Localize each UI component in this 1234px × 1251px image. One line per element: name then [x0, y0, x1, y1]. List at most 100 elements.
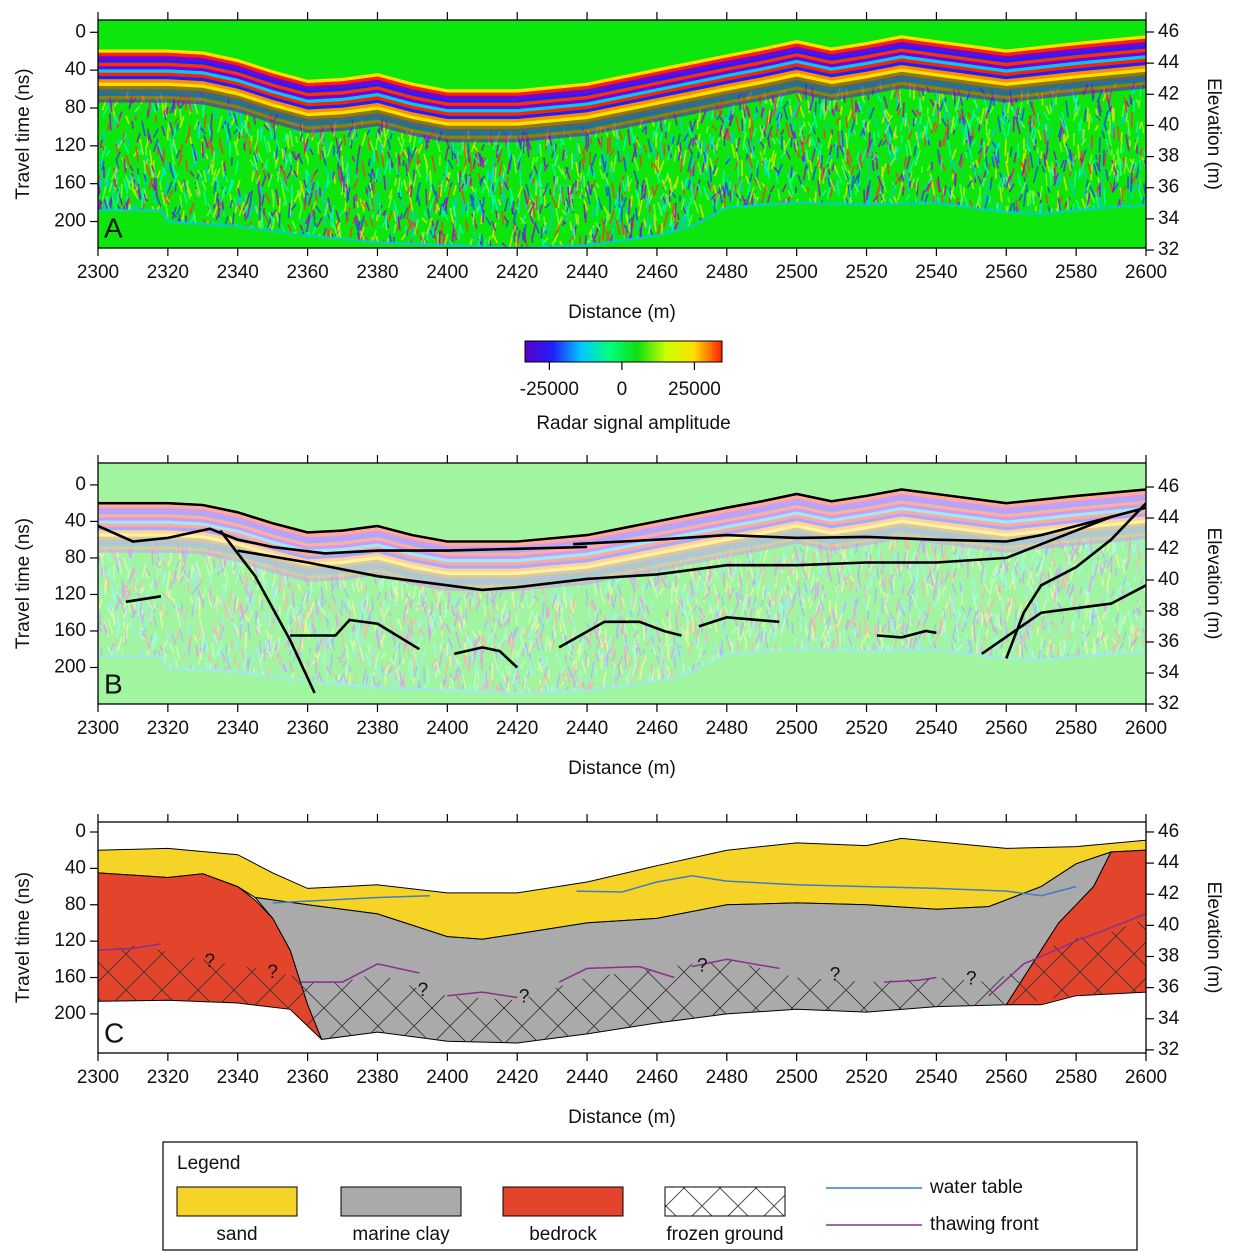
y2-tick-label: 42 — [1158, 83, 1179, 104]
reflection-band — [98, 75, 1146, 133]
reflection-band — [98, 41, 1146, 100]
reflection-band — [98, 526, 1146, 582]
faded-background — [98, 463, 1146, 704]
y2-tick-label: 34 — [1158, 1008, 1180, 1029]
x-tick-label: 2380 — [356, 718, 398, 739]
interpreted-reflector — [98, 488, 1146, 543]
x-tick-label: 2560 — [985, 1067, 1027, 1088]
x-tick-label: 2600 — [1125, 718, 1167, 739]
reflection-band — [98, 84, 1146, 143]
reflection-band — [98, 516, 1146, 572]
radar-background — [98, 463, 1146, 704]
x-tick-label: 2600 — [1125, 1067, 1167, 1088]
panel-label: B — [104, 668, 123, 699]
plot-frame — [97, 19, 1147, 249]
x-tick-label: 2380 — [356, 262, 398, 283]
x-tick-label: 2440 — [566, 1067, 608, 1088]
x-axis-label: Distance (m) — [568, 758, 676, 779]
uncertainty-mark: ? — [830, 965, 841, 986]
y2-tick-label: 40 — [1158, 114, 1179, 135]
y-tick-label: 40 — [65, 857, 86, 878]
y-tick-label: 120 — [54, 583, 86, 604]
x-tick-label: 2400 — [426, 718, 468, 739]
reflection-band — [98, 506, 1146, 563]
reflection-band — [98, 494, 1146, 550]
x-tick-label: 2500 — [776, 262, 818, 283]
reflection-band — [98, 71, 1146, 130]
reflection-band — [98, 65, 1146, 123]
x-tick-label: 2400 — [426, 262, 468, 283]
plot-frame — [97, 821, 1147, 1054]
interpreted-reflector — [876, 629, 937, 639]
reflection-band — [98, 503, 1146, 560]
y2-tick-label: 46 — [1158, 21, 1179, 42]
x-tick-label: 2300 — [77, 718, 119, 739]
x-tick-label: 2420 — [496, 262, 538, 283]
surface-reflection — [98, 35, 1146, 93]
faded-layer — [98, 463, 1146, 704]
y2-tick-label: 42 — [1158, 883, 1179, 904]
uncertainty-mark: ? — [966, 968, 977, 989]
reflection-band — [98, 68, 1146, 126]
legend-label: frozen ground — [666, 1224, 783, 1245]
legend-box — [162, 1141, 1138, 1251]
x-tick-label: 2520 — [845, 262, 887, 283]
uncertainty-mark: ? — [204, 951, 215, 972]
x-tick-label: 2580 — [1055, 718, 1097, 739]
y-tick-label: 160 — [54, 620, 86, 641]
interpreted-reflector — [558, 620, 682, 649]
interpreted-reflector — [573, 515, 1112, 546]
interpreted-reflector — [219, 529, 316, 694]
x-tick-label: 2560 — [985, 262, 1027, 283]
y2-tick-label: 34 — [1158, 208, 1180, 229]
x-tick-label: 2380 — [356, 1067, 398, 1088]
interpreted-reflector — [237, 506, 1146, 592]
panel-label: A — [104, 212, 123, 243]
interpreted-reflector — [290, 618, 421, 651]
y-tick-label: 0 — [75, 821, 86, 842]
x-tick-label: 2580 — [1055, 262, 1097, 283]
colorbar-label: Radar signal amplitude — [536, 413, 730, 434]
x-tick-label: 2340 — [217, 1067, 259, 1088]
reflection-band — [98, 55, 1146, 113]
x-tick-label: 2440 — [566, 262, 608, 283]
model: ??????? — [98, 837, 1146, 1044]
base-reflection — [98, 201, 1146, 248]
y-tick-label: 160 — [54, 173, 86, 194]
panel-label: C — [104, 1017, 124, 1048]
x-tick-label: 2500 — [776, 718, 818, 739]
y-tick-label: 0 — [75, 21, 86, 42]
y-axis-label: Travel time (ns) — [13, 68, 34, 199]
x-tick-label: 2340 — [217, 718, 259, 739]
colorbar-tick-label: -25000 — [520, 379, 579, 400]
reflection-band — [98, 48, 1146, 106]
legend-swatch — [340, 1186, 462, 1217]
x-tick-label: 2540 — [915, 262, 957, 283]
y2-tick-label: 32 — [1158, 1039, 1179, 1060]
y2-tick-label: 32 — [1158, 693, 1179, 714]
reflection-band — [98, 529, 1146, 585]
uncertainty-mark: ? — [418, 980, 429, 1001]
radar-texture — [98, 532, 1146, 704]
colorbar — [524, 340, 723, 363]
uncertainty-mark: ? — [519, 987, 530, 1008]
radargram — [98, 20, 1146, 248]
radar-texture — [107, 533, 1145, 703]
unit-area — [98, 918, 1146, 1043]
y-tick-label: 200 — [54, 211, 86, 232]
uncertainty-mark: ? — [267, 962, 278, 983]
y2-tick-label: 40 — [1158, 914, 1179, 935]
y-tick-label: 120 — [54, 930, 86, 951]
x-tick-label: 2540 — [915, 1067, 957, 1088]
x-tick-label: 2320 — [147, 1067, 189, 1088]
y2-axis-label: Elevation (m) — [1203, 882, 1224, 994]
reflection-band — [98, 78, 1146, 136]
colorbar-tick-label: 25000 — [668, 379, 721, 400]
y-tick-label: 120 — [54, 135, 86, 156]
reflection-band — [98, 81, 1146, 139]
plot-frame — [97, 462, 1147, 705]
y2-tick-label: 36 — [1158, 631, 1179, 652]
x-tick-label: 2520 — [845, 718, 887, 739]
y2-tick-label: 44 — [1158, 52, 1180, 73]
y-tick-label: 40 — [65, 510, 86, 531]
